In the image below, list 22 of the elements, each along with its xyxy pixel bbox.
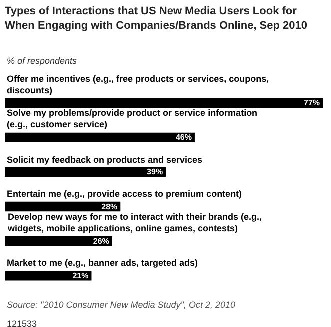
y-tick-label: Develop new ways for me to interact with their brands (e.g., widgets, mobile applications, online games, contests) [7, 212, 262, 234]
data-label: 39% [147, 168, 164, 177]
data-label: 46% [176, 133, 192, 142]
data-label: 21% [72, 271, 89, 280]
bar [5, 202, 121, 212]
y-tick-label: Solve my problems/provide product or service information (e.g., customer service) [7, 108, 258, 130]
bar [5, 98, 323, 108]
chart-subtitle: % of respondents [7, 56, 78, 66]
data-label: 26% [93, 236, 110, 246]
y-tick-label: Market to me (e.g., banner ads, targeted ads) [7, 258, 198, 268]
data-label: 28% [102, 202, 118, 212]
bar [5, 132, 195, 142]
source-note: Source: "2010 Consumer New Media Study", Oct 2, 2010 [7, 300, 236, 310]
bar [5, 236, 112, 246]
chart-title: Types of Interactions that US New Media Users Look for When Engaging with Companies/Brands Online, Sep 2010 [4, 6, 308, 32]
y-tick-label: Solicit my feedback on products and services [7, 155, 203, 165]
text: 121533 [7, 319, 38, 327]
bar [5, 167, 166, 178]
y-tick-label: Entertain me (e.g., provide access to premium content) [7, 189, 242, 199]
data-label: 77% [304, 98, 320, 108]
y-tick-label: Offer me incentives (e.g., free products or services, coupons, discounts) [7, 74, 270, 96]
bar [5, 271, 92, 281]
